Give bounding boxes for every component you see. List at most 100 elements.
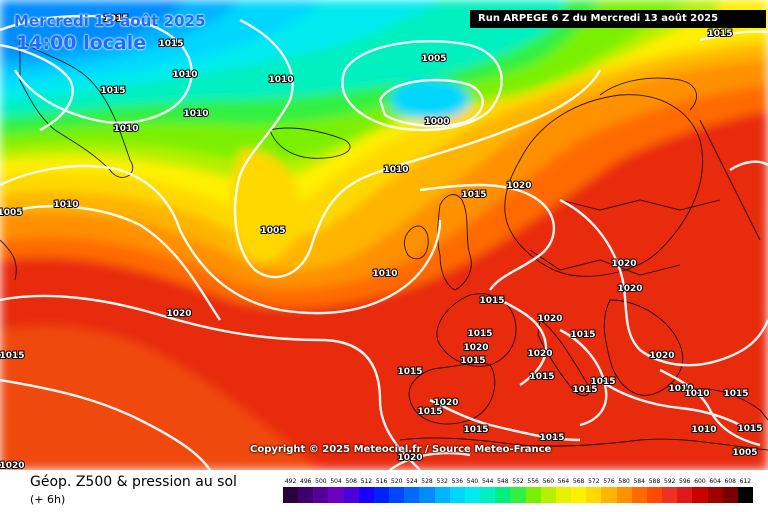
isobar-label: 1010 [53,200,78,210]
isobar-label: 1015 [103,14,128,24]
isobar-label: 1010 [113,124,138,134]
isobar-label: 1015 [100,86,125,96]
isobar-label: 1020 [537,314,562,324]
isobar-label: 1020 [649,351,674,361]
scale-tick-label: 604 [709,478,721,485]
isobar-label: 1020 [433,398,458,408]
isobar-label: 1020 [0,461,25,470]
isobar-label: 1020 [527,349,552,359]
scale-swatch [601,487,618,503]
forecast-offset: (+ 6h) [30,493,66,506]
scale-swatch [298,487,314,503]
scale-swatch [571,487,587,503]
copyright-notice: Copyright © 2025 Meteociel.fr / Source M… [250,444,552,455]
isobar-label: 1020 [463,343,488,353]
scale-tick-label: 520 [390,478,403,485]
scale-tick-label: 516 [375,478,388,485]
geopotential-field [0,0,768,470]
scale-swatch [389,487,405,503]
forecast-date: Mercredi 13 août 2025 [14,12,206,30]
isobar-label: 1015 [479,296,504,306]
scale-swatch [373,487,390,503]
isobar-label: 1015 [572,385,597,395]
coastlines [0,39,768,451]
scale-tick-label: 556 [527,478,539,485]
scale-tick-label: 536 [451,478,464,485]
scale-tick-label: 544 [481,478,494,485]
scale-swatch [722,487,739,503]
scale-tick-label: 528 [421,478,433,485]
isobar-label: 1005 [0,208,23,218]
scale-tick-label: 588 [648,478,661,485]
isobar-label: 1015 [460,356,485,366]
scale-swatch [586,487,602,503]
isobar-label: 1010 [383,165,408,175]
scale-swatch [495,487,511,503]
isobar-label: 1005 [260,226,285,236]
scale-swatch [707,487,724,503]
scale-swatch [616,487,633,503]
scale-tick-label: 596 [679,478,691,485]
scale-tick-label: 548 [497,478,509,485]
scale-tick-label: 524 [406,478,418,485]
isobar-label: 1015 [737,424,762,434]
scale-swatch [662,487,678,503]
isobar-label: 1000 [424,117,449,127]
isobar-label: 1015 [397,367,422,377]
scale-swatch [328,487,345,503]
isobar-label: 1010 [268,75,293,85]
scale-tick-label: 508 [345,478,357,485]
isobar-label: 1005 [421,54,446,64]
scale-tick-label: 560 [542,478,555,485]
isobar-label: 1020 [617,284,642,294]
isobar-label: 1015 [570,330,595,340]
scale-swatch [313,487,329,503]
scale-swatch [555,487,572,503]
isobar-label: 1005 [732,448,757,458]
isobar-label: 1015 [590,377,615,387]
scale-swatch [480,487,496,503]
scale-swatch [646,487,663,503]
scale-tick-label: 612 [739,478,752,485]
scale-swatch [692,487,708,503]
isobar-label: 1015 [417,407,442,417]
isobar-label: 1020 [506,181,531,191]
isobar-label: 1015 [158,39,183,49]
scale-tick-label: 600 [694,478,706,485]
scale-tick-label: 532 [436,478,448,485]
scale-swatch [434,487,451,503]
scale-swatch [464,487,481,503]
scale-tick-label: 608 [724,478,736,485]
isobar-label: 1015 [0,351,25,361]
scale-swatch [677,487,693,503]
isobar-label: 1010 [684,389,709,399]
scale-tick-label: 592 [663,478,676,485]
isobar-label: 1010 [372,269,397,279]
scale-tick-label: 568 [572,478,585,485]
scale-swatch [419,487,436,503]
scale-swatch [343,487,360,503]
scale-tick-label: 504 [330,478,342,485]
scale-tick-label: 552 [512,478,524,485]
isobar-label: 1020 [397,453,422,463]
isobar-label: 1010 [183,109,208,119]
scale-swatch [283,487,299,503]
color-scale-legend: 492 496 500 504 508 512 516 520 524 528 532 536 540 5… [283,478,754,508]
pressure-map: 1015101510101015101010101010100510001015… [0,0,768,470]
isobar-label: 1020 [166,309,191,319]
isobar-label: 1015 [539,433,564,443]
isobar-label: 1015 [529,372,554,382]
scale-tick-label: 572 [588,478,600,485]
scale-tick-label: 492 [284,478,297,485]
scale-tick-label: 584 [633,478,645,485]
isobar-label: 1010 [172,70,197,80]
scale-swatch [525,487,542,503]
isobar-label: 1010 [668,384,693,394]
scale-swatch [510,487,527,503]
scale-swatch [540,487,557,503]
isobar-label: 1015 [463,425,488,435]
scale-tick-label: 576 [603,478,615,485]
scale-swatch [358,487,375,503]
isobar-label: 1015 [707,29,732,39]
